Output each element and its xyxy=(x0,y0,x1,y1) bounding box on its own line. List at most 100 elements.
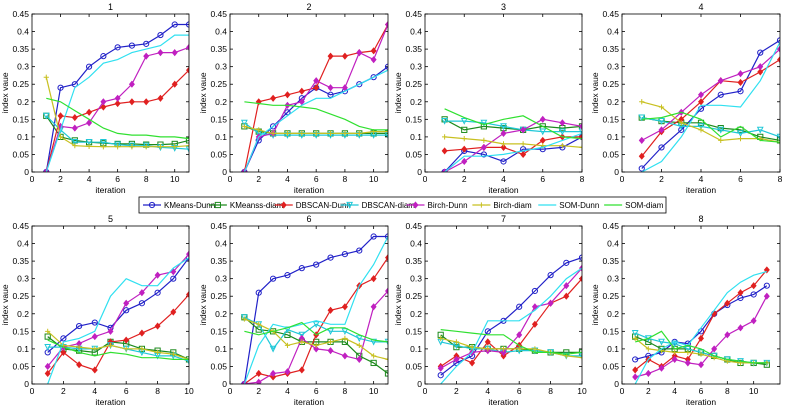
data-point-birch-diam xyxy=(170,351,176,357)
data-point-birch-diam xyxy=(284,342,291,348)
data-point-dbscan-dunn xyxy=(143,98,150,106)
data-point-dbscan-dunn xyxy=(370,275,377,283)
x-tick-label: 8 xyxy=(343,386,348,396)
data-point-birch-dunn xyxy=(671,355,678,363)
x-tick-label: 2 xyxy=(61,386,66,396)
y-tick-label: 0.3 xyxy=(410,62,422,72)
data-point-birch-dunn xyxy=(385,20,388,29)
data-point-dbscan-diam xyxy=(558,128,566,136)
x-tick-label: 2 xyxy=(256,386,261,396)
y-tick-label: 0 xyxy=(614,379,619,389)
data-point-birch-diam xyxy=(57,134,64,140)
y-tick-label: 0.4 xyxy=(607,239,619,249)
data-point-kmeans-dunn xyxy=(170,275,177,282)
data-point-kmeans-dunn xyxy=(480,151,487,158)
data-point-dbscan-diam xyxy=(312,321,320,329)
y-tick-label: 0.35 xyxy=(602,256,619,266)
x-tick-label: 10 xyxy=(749,386,759,396)
data-point-dbscan-diam xyxy=(697,123,705,131)
data-point-birch-dunn xyxy=(638,136,645,144)
series-line-dbscan-diam xyxy=(444,120,582,133)
x-tick-label: 4 xyxy=(92,386,97,396)
data-point-birch-diam xyxy=(678,120,684,126)
data-point-birch-diam xyxy=(342,130,348,136)
data-point-dbscan-dunn xyxy=(632,366,639,374)
data-point-birch-dunn xyxy=(385,287,388,295)
data-point-birch-dunn xyxy=(539,115,546,123)
data-point-kmeanss-diam xyxy=(480,123,487,130)
legend-marker xyxy=(346,201,354,209)
series-line-som-diam xyxy=(444,108,582,140)
y-tick-label: 0 xyxy=(24,167,29,177)
y-tick-label: 0.15 xyxy=(12,326,29,336)
data-point-kmeans-dunn xyxy=(356,81,363,88)
data-point-birch-dunn xyxy=(547,299,554,307)
series-line-som-diam xyxy=(440,329,582,355)
data-point-birch-dunn xyxy=(171,49,178,57)
x-axis-label: iteration xyxy=(95,185,126,195)
data-point-dbscan-dunn xyxy=(313,84,320,92)
x-axis-label: iteration xyxy=(686,397,717,407)
y-tick-label: 0.45 xyxy=(602,221,619,231)
y-tick-label: 0.2 xyxy=(17,97,29,107)
legend-label: KMeans-Dunn xyxy=(164,201,215,210)
data-point-birch-diam xyxy=(461,136,467,142)
data-point-birch-dunn xyxy=(516,331,523,339)
series-line-birch-dunn xyxy=(47,253,189,367)
y-tick-label: 0.25 xyxy=(210,79,227,89)
data-point-dbscan-diam xyxy=(638,114,646,122)
data-point-dbscan-dunn xyxy=(484,338,491,346)
data-point-dbscan-diam xyxy=(298,331,306,339)
data-point-birch-diam xyxy=(453,339,459,345)
chart-title: 8 xyxy=(698,214,703,224)
y-tick-label: 0.05 xyxy=(210,149,227,159)
data-point-dbscan-diam xyxy=(85,139,93,146)
legend-marker xyxy=(478,202,484,208)
data-point-birch-dunn xyxy=(684,359,691,367)
data-point-birch-diam xyxy=(327,130,334,136)
data-point-birch-dunn xyxy=(763,292,770,300)
series-line-birch-diam xyxy=(47,330,189,360)
x-tick-label: 4 xyxy=(485,386,490,396)
chart-panel-5: 5 0 0.05 0.1 0.15 0.2 0.25 0.3 0.35 0.4 0.45 0 2 4 6 8 1… xyxy=(0,214,194,407)
data-point-birch-diam xyxy=(313,130,319,136)
chart-title: 1 xyxy=(108,2,113,12)
data-point-birch-dunn xyxy=(658,126,665,134)
data-point-kmeans-dunn xyxy=(658,144,665,151)
chart-title: 3 xyxy=(501,2,506,12)
data-point-dbscan-diam xyxy=(578,128,582,136)
y-tick-label: 0.35 xyxy=(405,256,422,266)
data-point-dbscan-dunn xyxy=(539,136,546,144)
y-tick-label: 0.4 xyxy=(215,239,227,249)
chart-title: 6 xyxy=(306,214,311,224)
series-line-birch-diam xyxy=(440,337,582,359)
series-line-kmeans-dunn xyxy=(635,285,768,360)
series-line-som-dunn xyxy=(440,267,582,384)
data-point-birch-dunn xyxy=(750,317,757,325)
x-tick-label: 4 xyxy=(699,174,704,184)
data-point-birch-dunn xyxy=(143,52,150,60)
data-point-kmeans-dunn xyxy=(76,322,83,330)
data-point-kmeanss-diam xyxy=(453,344,460,351)
x-tick-label: 8 xyxy=(778,174,783,184)
data-point-birch-dunn xyxy=(100,98,107,106)
data-point-birch-dunn xyxy=(327,84,334,92)
series-line-som-diam xyxy=(244,321,388,343)
x-axis-label: iteration xyxy=(488,185,519,195)
data-point-kmeans-dunn xyxy=(298,265,305,272)
series-line-birch-dunn xyxy=(641,48,780,141)
data-point-birch-dunn xyxy=(559,119,566,127)
x-axis-label: iteration xyxy=(686,185,717,195)
data-point-birch-dunn xyxy=(658,364,665,372)
data-point-birch-diam xyxy=(385,129,388,135)
data-point-dbscan-diam xyxy=(240,119,248,127)
data-point-kmeans-dunn xyxy=(370,74,377,81)
plot-frame xyxy=(31,225,190,385)
data-point-kmeans-dunn xyxy=(269,123,277,130)
data-point-dbscan-dunn xyxy=(638,152,645,160)
y-axis-label: index vaue xyxy=(393,72,403,113)
data-point-kmeans-dunn xyxy=(531,287,539,295)
data-point-dbscan-dunn xyxy=(255,369,262,378)
series-line-som-dunn xyxy=(444,132,582,172)
